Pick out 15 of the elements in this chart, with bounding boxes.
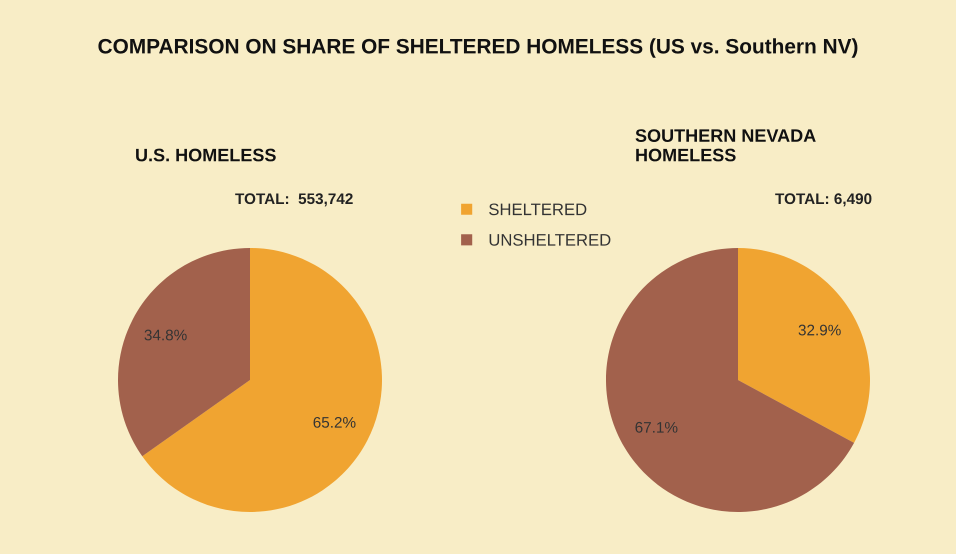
text: TOTAL: 553,742 — [235, 193, 353, 206]
pie-slice — [142, 248, 382, 512]
chart-title: U.S. HOMELESS — [136, 148, 276, 162]
data-label: 32.9% — [798, 324, 841, 336]
pie-slice — [738, 248, 870, 443]
pie-slice — [118, 248, 250, 456]
data-label: 65.2% — [314, 416, 356, 428]
chart-title: SOUTHERN NEVADA HOMELESS — [636, 129, 816, 162]
legend-label: UNSHELTERED — [490, 234, 610, 246]
text: TOTAL: 6,490 — [775, 193, 872, 206]
text: COMPARISON ON SHARE OF SHELTERED HOMELESS (US vs. Southern NV) — [98, 38, 858, 58]
data-label: 34.8% — [144, 330, 187, 340]
legend-label: SHELTERED — [489, 203, 586, 216]
pie-slice — [606, 248, 854, 512]
data-label: 67.1% — [635, 422, 678, 433]
